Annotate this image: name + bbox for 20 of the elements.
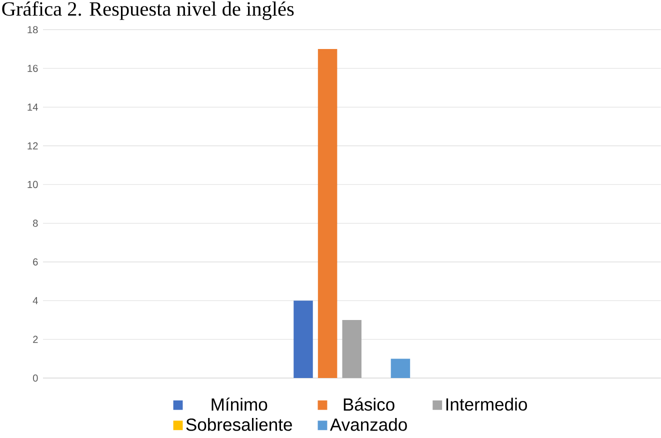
bar [294, 300, 313, 378]
y-tick-label: 8 [33, 220, 38, 227]
chart-title: Gráfica 2. Respuesta nivel de inglés [2, 1, 294, 20]
y-tick-label: 6 [33, 258, 38, 266]
y-tick-label: 16 [28, 64, 38, 72]
bar [342, 320, 362, 378]
y-tick-label: 14 [28, 104, 38, 111]
bar [390, 358, 410, 378]
legend-label: Avanzado [330, 418, 407, 431]
y-tick-label: 0 [32, 374, 38, 382]
bar [318, 48, 338, 378]
legend-label: Mínimo [212, 398, 268, 411]
legend-label: Básico [344, 398, 394, 411]
y-tick-label: 2 [33, 336, 38, 343]
y-tick-label: 4 [32, 297, 38, 304]
legend-label: Sobresaliente [186, 418, 292, 431]
y-tick-label: 18 [28, 26, 38, 34]
y-tick-label: 10 [28, 180, 38, 188]
legend-label: Intermedio [446, 398, 527, 411]
y-tick-label: 12 [28, 142, 38, 150]
